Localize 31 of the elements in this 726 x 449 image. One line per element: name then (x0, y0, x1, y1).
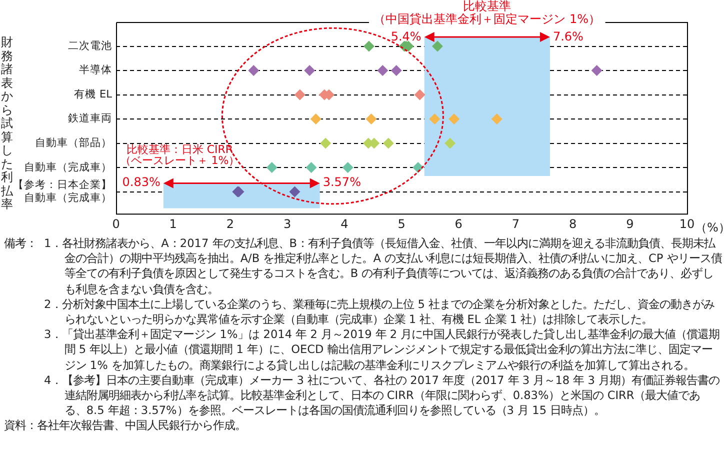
y-tick-label: 【参考：日本企業】自動車（完成車） (13, 178, 112, 204)
annotation: 0.83% (122, 175, 160, 190)
y-tick-label: 鉄道車両 (68, 112, 112, 125)
y-tick-label: 自動車（完成車） (24, 160, 112, 174)
y-tick-label: 半導体 (79, 63, 112, 76)
x-tick-label: 2 (226, 216, 234, 231)
text: 1．各社財務諸表から、A：2017 年の支払利息、B：有利子負債等（長短借入金、社債、一年以内に満期を迎える非流動負債、長期未払金の合計）の期中平均残高を抽出。A/B を推定利払率とした。A の支払い利息には短長期借入、社債の利払いに加え、CP やリース債等全ての有利子負債を原因として発生するコストを含む。B の有利子負債等については、返済義務のある負債の合計であり、必ずしも利息を含まない負債を含む。 (44, 236, 722, 297)
x-tick-label: 7 (512, 216, 520, 231)
x-tick-label: 5 (398, 216, 406, 231)
text: 備考： (4, 236, 38, 252)
x-tick-label: 3 (283, 216, 292, 231)
x-tick-label: 8 (568, 216, 577, 231)
y-tick-label: 有機 EL (74, 88, 112, 100)
x-tick-label: 9 (626, 216, 634, 231)
annotation: 3.57% (322, 175, 361, 190)
text: 3．「貸出基準金利＋固定マージン 1%」は 2014 年 2 月～2019 年 2 月に中国人民銀行が発表した貸し出し基準金利の最大値（償還期間 5 年以上）と最小値（償還期間 1 年）に、OECD 輸出信用アレンジメントで規定する最低貸出金利の算出方法に準じ、固定マージン 1% を加算したもの。商業銀行による貸し出しは記載の基準金利にリスクプレミアムや銀行の利益を加算して算出される。 (44, 327, 721, 373)
text: 資料：各社年次報告書、中国人民銀行から作成。 (4, 418, 247, 434)
annotation: 7.6% (552, 30, 584, 44)
y-tick-label: 二次電池 (68, 38, 112, 52)
text: 2．分析対象中国本土に上場している企業のうち、業種毎に売上規模の上位 5 社までの企業を分析対象とした。ただし、資金の動きがみられないといった明らかな異常値を示す企業（自動車（完成車）企業 1 社、有機 EL 企業 1 社）は排除して表示した。 (44, 296, 716, 328)
x-tick-label: 10 (679, 216, 695, 231)
x-tick-label: 6 (454, 216, 462, 231)
x-axis-title: （%） (695, 220, 726, 235)
text: 財務諸表から試算した利払率 (1, 35, 13, 211)
y-tick-label: 自動車（部品） (35, 136, 112, 149)
x-tick-label: 1 (169, 216, 177, 231)
annotation: 5.4% (390, 30, 422, 44)
x-tick-label: 4 (340, 216, 348, 231)
x-tick-label: 0 (112, 216, 120, 231)
text: 4．【参考】日本の主要自動車（完成車）メーカー 3 社について、各社の 2017 年度（2017 年 3 月～18 年 3 月期）有価証券報告書の連結附属明細表から利払率を試算。比較基準金利として、日本の CIRR（年限に関わらず、0.83%）と米国の CIRR（最大値である、8.5 年超：3.57%）を参照。ベースレートは各国の国債流通利回りを参照している（3 月 15 日時点）。 (44, 372, 721, 418)
band-label: 比較基準（中国貸出基準金利＋固定マージン 1%） (374, 0, 601, 26)
